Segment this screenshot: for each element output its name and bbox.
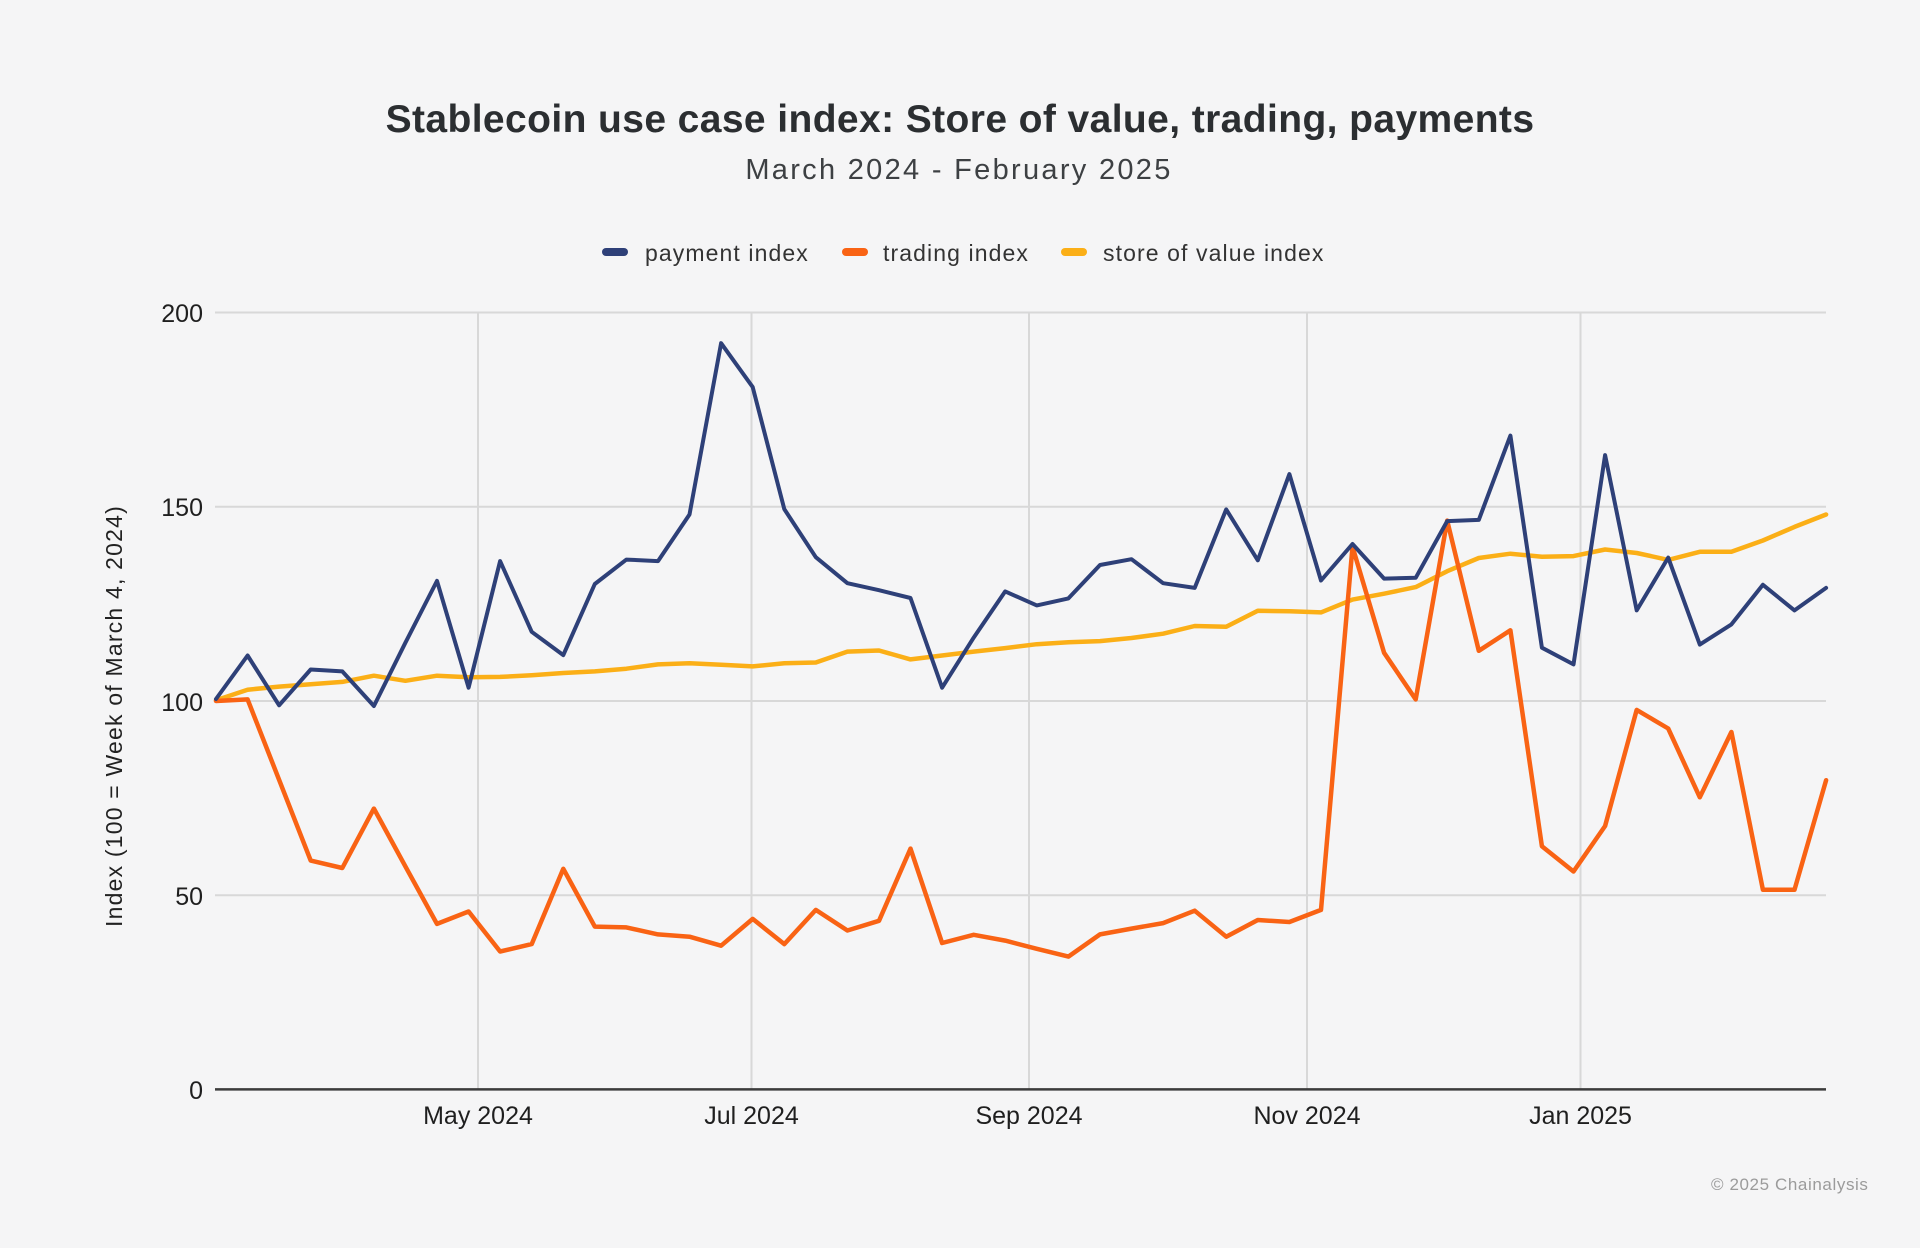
svg-text:store of value index: store of value index [1103, 240, 1324, 266]
svg-text:Jan 2025: Jan 2025 [1529, 1102, 1632, 1130]
svg-text:100: 100 [161, 689, 203, 717]
svg-text:March 2024 - February 2025: March 2024 - February 2025 [745, 154, 1172, 186]
svg-text:150: 150 [161, 494, 203, 522]
svg-text:50: 50 [175, 883, 203, 911]
svg-text:Sep 2024: Sep 2024 [975, 1102, 1082, 1130]
svg-text:Nov 2024: Nov 2024 [1253, 1102, 1360, 1130]
svg-text:Jul 2024: Jul 2024 [704, 1102, 799, 1130]
svg-text:payment index: payment index [645, 240, 809, 266]
svg-text:May 2024: May 2024 [423, 1102, 533, 1130]
svg-text:200: 200 [161, 300, 203, 328]
svg-text:Stablecoin use case index: Sto: Stablecoin use case index: Store of valu… [386, 98, 1535, 141]
svg-text:© 2025 Chainalysis: © 2025 Chainalysis [1711, 1175, 1869, 1194]
svg-text:Index (100 = Week of March 4,: Index (100 = Week of March 4, 2024) [101, 505, 127, 927]
svg-text:trading index: trading index [883, 240, 1029, 266]
svg-text:0: 0 [189, 1077, 203, 1105]
